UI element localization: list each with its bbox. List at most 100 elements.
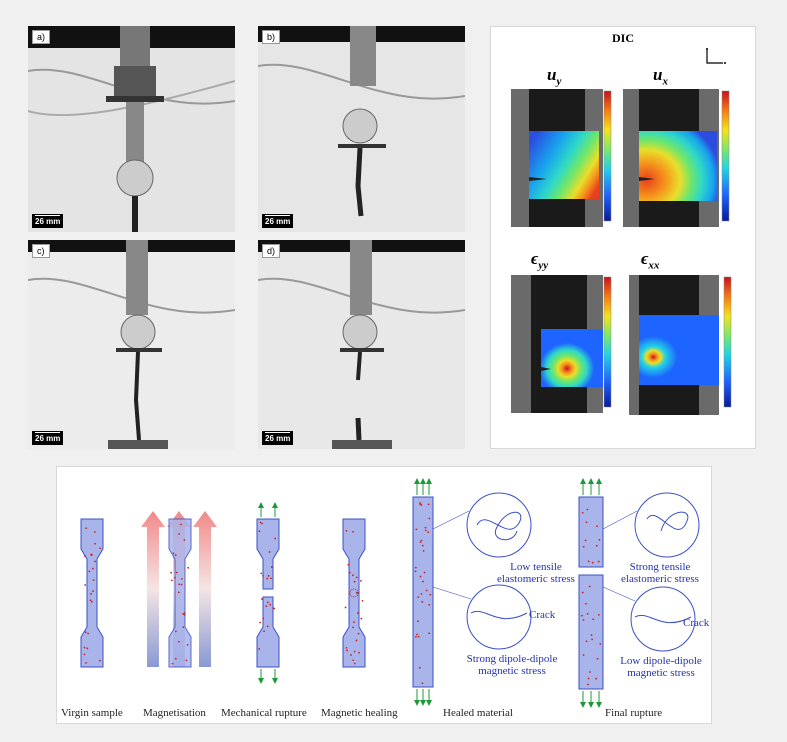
magnetic-particle: [353, 650, 356, 653]
magnetic-particle: [353, 580, 356, 583]
label-exx: ϵxx: [641, 249, 660, 272]
magnetic-particle: [422, 549, 425, 552]
magnetic-particle: [598, 538, 601, 541]
magnetic-particle: [258, 648, 261, 650]
magnetic-particle: [417, 635, 420, 638]
magnetic-particle: [92, 579, 95, 582]
magnetic-particle: [173, 576, 176, 579]
magnetic-particle: [90, 600, 93, 603]
colorbar-exx: [723, 276, 732, 408]
magnetic-particle: [592, 618, 595, 621]
caption-mechanical-rupture: Mechanical rupture: [221, 707, 307, 719]
magnetic-particle: [587, 560, 590, 563]
magnetic-particle: [357, 632, 360, 635]
magnetic-particle: [587, 683, 589, 686]
axes-icon: [706, 48, 726, 64]
magnetic-particle: [259, 621, 262, 624]
colorbar-ux: [721, 90, 730, 222]
final-note-bottom: Low dipole-dipole magnetic stress: [620, 655, 702, 679]
magnetic-particle: [418, 666, 421, 669]
magnetic-particle: [421, 544, 424, 547]
healed-note-bottom: Strong dipole-dipole magnetic stress: [466, 653, 558, 677]
magnetic-particle: [428, 632, 431, 635]
magnetic-particle: [175, 571, 178, 574]
label-uy: uy: [547, 65, 562, 88]
magnetic-particle: [581, 591, 584, 594]
magnetic-particle: [270, 566, 273, 568]
magnetic-particle: [587, 677, 590, 680]
magnetic-particle: [269, 603, 272, 606]
magnetic-particle: [344, 606, 347, 609]
magnetic-particle: [180, 577, 183, 580]
magnetic-particle: [417, 596, 420, 599]
magnetic-particle: [417, 620, 419, 623]
healing-schematic: Low tensile elastomeric stress Strong di…: [56, 466, 712, 724]
magnetic-particle: [265, 605, 268, 608]
magnetic-particle: [586, 508, 589, 511]
magnetic-particle: [94, 560, 96, 563]
magnetic-particle: [99, 659, 101, 662]
tensile-setup-photo: [28, 26, 235, 232]
magnetic-particle: [352, 574, 354, 577]
magnetic-particle: [183, 614, 186, 616]
photo-b: b) 26 mm: [258, 26, 465, 232]
magnetic-particle: [266, 625, 269, 628]
magnetic-particle: [93, 531, 96, 533]
magnetic-particle: [588, 585, 591, 588]
dic-title: DIC: [611, 31, 634, 45]
magnetic-particle: [427, 531, 430, 534]
dic-field-ux: [623, 89, 719, 227]
scale-bar-a: 26 mm: [32, 214, 64, 228]
magnetic-particle: [428, 603, 431, 606]
magnetic-particle: [352, 659, 355, 662]
healed-crack-label: Crack: [529, 609, 556, 621]
magnetic-particle: [84, 584, 87, 586]
healed-note-top: Low tensile elastomeric stress: [497, 561, 575, 585]
magnetic-particle: [425, 589, 428, 592]
caption-magnetisation: Magnetisation: [143, 707, 206, 719]
magnetic-particle: [414, 570, 417, 573]
magnetic-particle: [352, 626, 355, 629]
dic-panel: DIC uy ux: [490, 26, 756, 449]
magnetic-particle: [180, 583, 183, 586]
magnetic-particle: [585, 521, 588, 524]
magnetic-particle: [174, 657, 177, 660]
magnetic-particle: [86, 647, 89, 650]
magnetic-particle: [262, 617, 265, 620]
photo-a: a) 26 mm: [28, 26, 235, 232]
magnetic-particle: [581, 614, 583, 617]
photo-c: c) 26 mm: [28, 240, 235, 449]
magnetic-particle: [177, 591, 180, 594]
dic-field-eyy: [511, 275, 603, 413]
magnetic-particle: [581, 511, 584, 514]
magnetic-particle: [183, 612, 186, 615]
magnetic-particle: [90, 593, 92, 595]
magnetic-particle: [258, 530, 261, 533]
magnetic-particle: [427, 503, 430, 506]
magnetic-particle: [597, 613, 600, 616]
magnetic-particle: [274, 537, 277, 540]
magnetic-particle: [414, 566, 417, 569]
magnetic-particle: [586, 613, 589, 615]
magnetic-particle: [174, 630, 177, 633]
caption-healed-material: Healed material: [443, 707, 513, 719]
magnetic-particle: [353, 621, 355, 624]
magnetic-particle: [182, 626, 185, 629]
tensile-setup-photo: [28, 240, 235, 449]
magnetic-particle: [582, 545, 585, 548]
magnetic-particle: [415, 636, 417, 638]
magnetic-particle: [83, 653, 86, 656]
magnetic-particle: [350, 654, 352, 656]
magnetic-particle: [346, 649, 349, 652]
magnetic-particle: [171, 662, 174, 665]
panel-label-d: d): [262, 244, 281, 258]
magnetic-particle: [261, 522, 263, 525]
magnetic-particle: [595, 677, 597, 680]
magnetic-particle: [262, 574, 265, 577]
magnetic-particle: [595, 544, 598, 547]
magnetic-particle: [352, 530, 354, 533]
magnetic-particle: [183, 539, 186, 541]
magnetic-particle: [356, 591, 358, 594]
magnetic-particle: [89, 599, 92, 602]
magnetic-particle: [177, 640, 180, 643]
